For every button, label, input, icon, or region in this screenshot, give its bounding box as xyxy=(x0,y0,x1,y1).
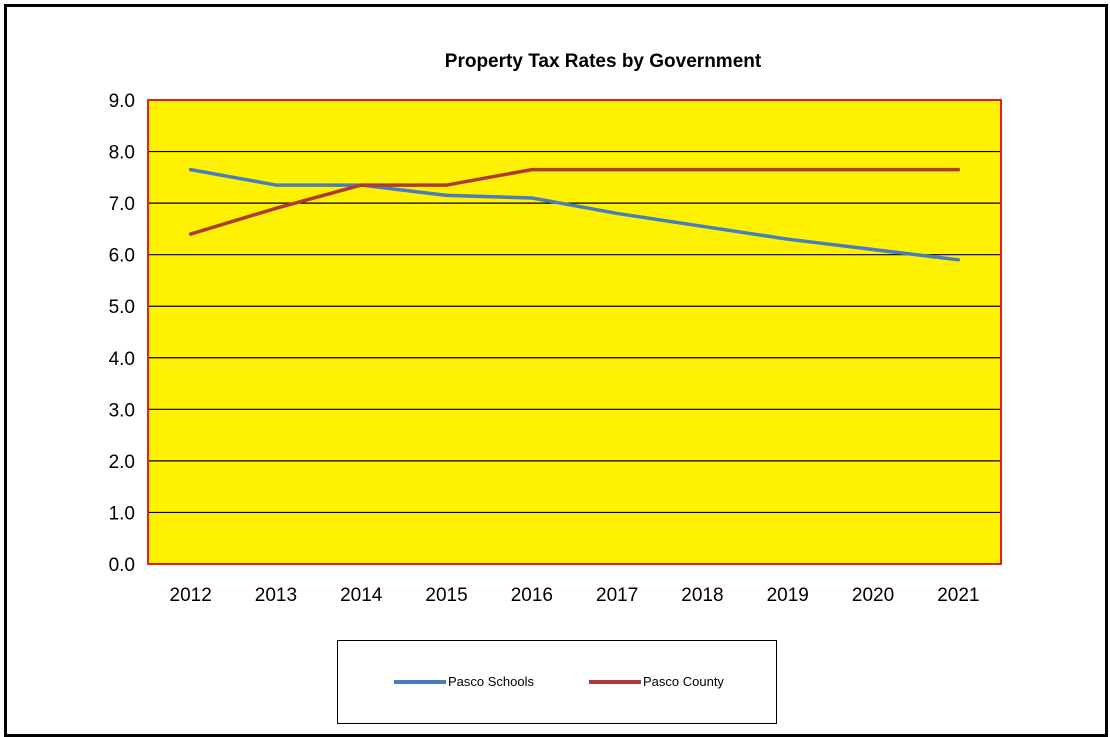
x-tick-label: 2021 xyxy=(937,585,979,606)
chart-title: Property Tax Rates by Government xyxy=(445,51,762,72)
x-axis-ticks: 2012 2013 2014 2015 2016 2017 2018 2019 2020 2021 xyxy=(170,585,980,606)
series-line-pasco-county xyxy=(188,167,961,236)
line-chart: Property Tax Rates by Government 0.0 1.0 2… xyxy=(109,51,1002,606)
data-point-pasco-schools xyxy=(615,211,619,215)
data-point-pasco-county xyxy=(189,232,193,236)
x-tick-label: 2017 xyxy=(596,585,638,606)
y-tick-label: 6.0 xyxy=(109,246,135,267)
data-point-pasco-schools xyxy=(189,168,193,172)
chart-frame: Property Tax Rates by Government 0.0 1.0 2… xyxy=(4,4,1108,737)
series-line-pasco-schools xyxy=(188,167,961,262)
data-point-pasco-schools xyxy=(530,196,534,200)
x-tick-label: 2015 xyxy=(425,585,467,606)
data-point-pasco-county xyxy=(359,183,363,187)
y-tick-label: 4.0 xyxy=(109,349,135,370)
data-point-pasco-county xyxy=(445,183,449,187)
plot-area xyxy=(148,100,1001,564)
y-tick-label: 3.0 xyxy=(109,400,135,421)
x-tick-label: 2020 xyxy=(852,585,894,606)
y-tick-label: 1.0 xyxy=(109,503,135,524)
y-tick-label: 8.0 xyxy=(109,143,135,164)
series-lines xyxy=(188,167,961,262)
data-point-pasco-schools xyxy=(956,258,960,262)
y-axis-ticks: 0.0 1.0 2.0 3.0 4.0 5.0 6.0 7.0 8.0 9.0 xyxy=(109,91,135,576)
legend-swatch-pasco-schools xyxy=(394,679,446,684)
data-point-pasco-county xyxy=(700,168,704,172)
legend-label-pasco-county: Pasco County xyxy=(643,674,724,689)
y-tick-label: 9.0 xyxy=(109,91,135,112)
plot-border xyxy=(147,99,1002,565)
y-tick-label: 5.0 xyxy=(109,297,135,318)
x-tick-label: 2018 xyxy=(681,585,723,606)
y-tick-label: 0.0 xyxy=(109,555,135,576)
data-point-pasco-schools xyxy=(274,183,278,187)
x-tick-label: 2014 xyxy=(340,585,383,606)
data-point-pasco-schools xyxy=(445,193,449,197)
data-point-pasco-county xyxy=(871,168,875,172)
y-tick-label: 7.0 xyxy=(109,194,135,215)
legend: Pasco Schools Pasco County xyxy=(337,640,777,724)
data-point-pasco-county xyxy=(786,168,790,172)
data-point-pasco-schools xyxy=(786,237,790,241)
legend-label-pasco-schools: Pasco Schools xyxy=(448,674,534,689)
legend-swatch-pasco-county xyxy=(589,679,641,684)
legend-item-pasco-schools: Pasco Schools xyxy=(394,674,534,689)
data-point-pasco-county xyxy=(274,206,278,210)
x-tick-label: 2019 xyxy=(767,585,809,606)
x-tick-label: 2013 xyxy=(255,585,297,606)
legend-item-pasco-county: Pasco County xyxy=(589,674,724,689)
data-point-pasco-schools xyxy=(700,224,704,228)
data-point-pasco-county xyxy=(530,168,534,172)
x-tick-label: 2012 xyxy=(170,585,212,606)
data-point-pasco-county xyxy=(615,168,619,172)
data-point-pasco-schools xyxy=(871,248,875,252)
y-tick-label: 2.0 xyxy=(109,452,135,473)
x-tick-label: 2016 xyxy=(511,585,553,606)
data-point-pasco-county xyxy=(956,168,960,172)
